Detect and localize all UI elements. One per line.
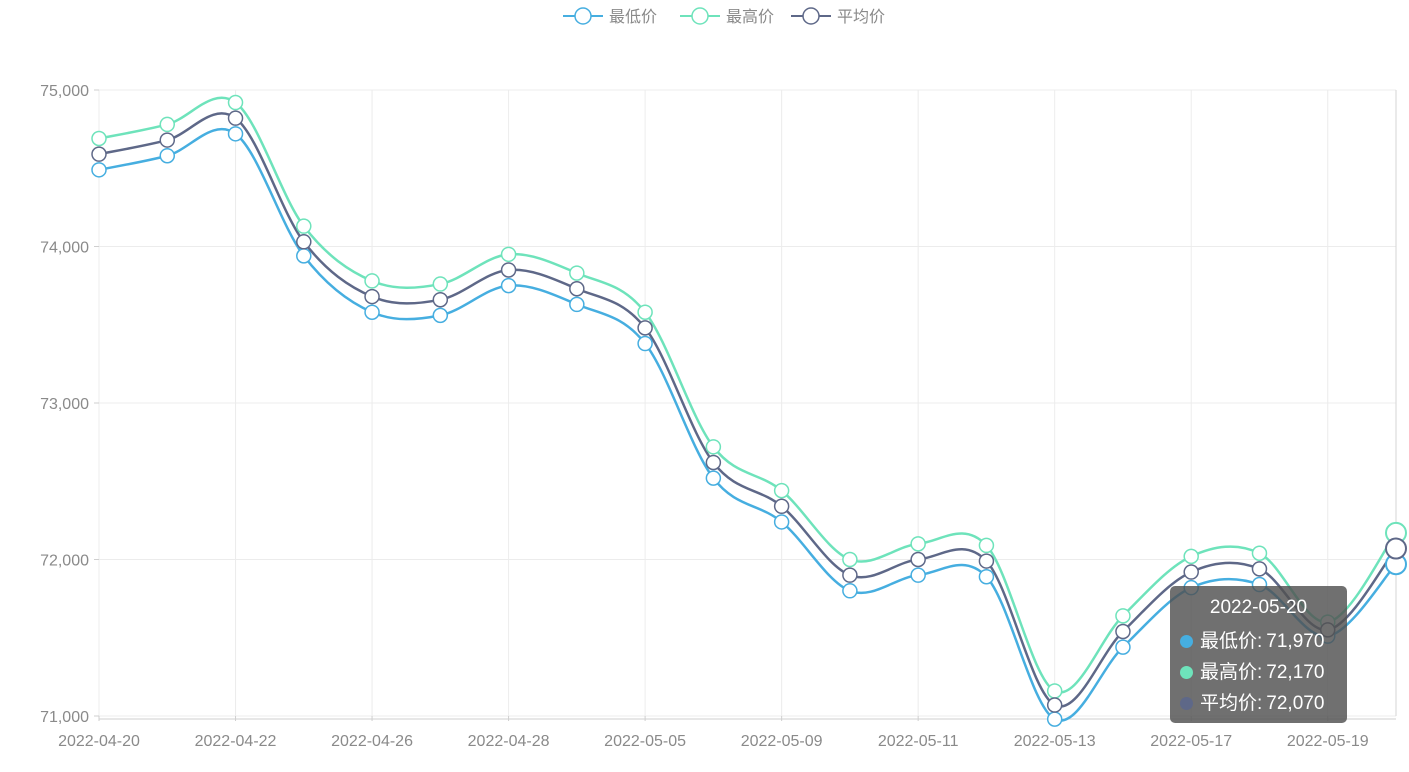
data-point-high[interactable]	[842, 551, 858, 568]
data-point-high[interactable]	[910, 536, 926, 552]
data-point-low[interactable]	[569, 296, 585, 313]
data-point-avg[interactable]	[978, 553, 995, 569]
data-point-low[interactable]	[978, 568, 995, 585]
data-point-avg[interactable]	[569, 281, 585, 297]
tooltip-dot-avg	[1180, 697, 1193, 710]
tooltip-row-low: 最低价: 71,970	[1180, 626, 1347, 657]
legend-item-high[interactable]: 最高价	[680, 7, 774, 26]
data-point-high[interactable]	[364, 273, 380, 289]
data-point-avg[interactable]	[1385, 537, 1407, 560]
tooltip: 2022-05-20 最低价: 71,970 最高价: 72,170 平均价: …	[1170, 586, 1347, 723]
legend-marker-icon	[802, 7, 820, 25]
legend[interactable]: 最低价 最高价 平均价	[563, 7, 885, 26]
legend-item-avg[interactable]: 平均价	[791, 7, 885, 26]
data-point-low[interactable]	[432, 307, 449, 324]
legend-label: 平均价	[837, 8, 885, 26]
tooltip-value-low: 71,970	[1266, 631, 1325, 652]
tooltip-row-avg: 平均价: 72,070	[1180, 688, 1347, 719]
data-point-avg[interactable]	[296, 234, 312, 250]
data-point-avg[interactable]	[1251, 561, 1268, 577]
data-point-high[interactable]	[569, 265, 585, 281]
x-tick-label: 2022-05-17	[1150, 733, 1232, 750]
data-point-avg[interactable]	[159, 132, 176, 148]
data-point-high[interactable]	[1183, 548, 1199, 565]
y-tick-label: 75,000	[40, 83, 89, 100]
tooltip-dot-low	[1180, 635, 1193, 648]
tooltip-value-high: 72,170	[1266, 662, 1325, 683]
x-tick-label: 2022-05-19	[1287, 733, 1369, 750]
data-point-high[interactable]	[159, 116, 176, 133]
data-point-high[interactable]	[227, 94, 244, 111]
x-tick-label: 2022-04-20	[58, 733, 140, 750]
data-point-high[interactable]	[500, 246, 517, 263]
data-point-low[interactable]	[1115, 639, 1131, 655]
data-point-high[interactable]	[1046, 683, 1063, 699]
data-point-low[interactable]	[296, 248, 312, 264]
y-tick-label: 73,000	[40, 396, 89, 413]
data-point-avg[interactable]	[910, 551, 926, 568]
data-point-low[interactable]	[773, 514, 790, 530]
x-tick-label: 2022-05-11	[878, 733, 959, 750]
data-point-avg[interactable]	[432, 291, 449, 308]
data-point-avg[interactable]	[227, 110, 244, 126]
x-tick-label: 2022-04-28	[468, 733, 550, 750]
data-point-avg[interactable]	[500, 262, 517, 278]
data-point-high[interactable]	[1251, 545, 1268, 561]
tooltip-value-avg: 72,070	[1266, 693, 1325, 714]
data-point-low[interactable]	[910, 567, 926, 583]
data-point-low[interactable]	[364, 304, 380, 320]
data-point-high[interactable]	[1115, 608, 1131, 624]
data-point-high[interactable]	[91, 130, 107, 147]
legend-label: 最高价	[726, 8, 774, 26]
data-point-high[interactable]	[978, 537, 995, 554]
data-point-avg[interactable]	[637, 320, 653, 336]
data-point-low[interactable]	[227, 126, 244, 142]
data-point-high[interactable]	[296, 218, 312, 234]
data-point-avg[interactable]	[705, 454, 722, 471]
legend-marker-icon	[574, 7, 592, 25]
x-tick-label: 2022-04-26	[331, 733, 413, 750]
y-tick-label: 72,000	[40, 553, 89, 570]
tooltip-sep-avg: :	[1257, 693, 1263, 714]
data-point-avg[interactable]	[1115, 623, 1131, 640]
series-layer	[91, 94, 1407, 727]
legend-marker-icon	[691, 7, 709, 25]
data-point-low[interactable]	[91, 162, 107, 178]
data-point-low[interactable]	[705, 470, 722, 486]
axes: 71,000 72,000 73,000 74,000 75,000 2022-04-20…	[40, 83, 1396, 750]
data-point-low[interactable]	[159, 147, 176, 164]
data-point-low[interactable]	[500, 277, 517, 294]
data-point-high[interactable]	[773, 482, 790, 499]
data-point-high[interactable]	[705, 439, 722, 455]
tooltip-title: 2022-05-20	[1209, 597, 1308, 618]
tooltip-sep-low: :	[1257, 631, 1263, 652]
data-point-low[interactable]	[637, 335, 653, 352]
x-tick-label: 2022-04-22	[195, 733, 277, 750]
x-tick-label: 2022-05-05	[604, 733, 686, 750]
x-tick-label: 2022-05-13	[1014, 733, 1096, 750]
data-point-avg[interactable]	[773, 498, 790, 515]
tooltip-label-low: 最低价	[1200, 631, 1258, 652]
data-point-low[interactable]	[1046, 711, 1063, 727]
data-point-avg[interactable]	[91, 146, 107, 162]
data-point-low[interactable]	[842, 583, 858, 599]
tooltip-label-avg: 平均价	[1200, 693, 1258, 714]
data-point-high[interactable]	[637, 304, 653, 320]
tooltip-sep-high: :	[1257, 662, 1263, 683]
tooltip-dot-high	[1180, 666, 1193, 679]
y-tick-label: 74,000	[40, 240, 89, 257]
data-point-avg[interactable]	[842, 567, 858, 583]
data-point-avg[interactable]	[364, 288, 380, 305]
data-point-avg[interactable]	[1183, 564, 1199, 580]
x-tick-label: 2022-05-09	[741, 733, 823, 750]
tooltip-label-high: 最高价	[1200, 662, 1258, 683]
legend-item-low[interactable]: 最低价	[563, 7, 657, 26]
data-point-high[interactable]	[432, 276, 449, 292]
y-tick-label: 71,000	[40, 709, 89, 726]
tooltip-row-high: 最高价: 72,170	[1180, 657, 1347, 688]
data-point-avg[interactable]	[1046, 697, 1063, 713]
legend-label: 最低价	[609, 8, 657, 26]
